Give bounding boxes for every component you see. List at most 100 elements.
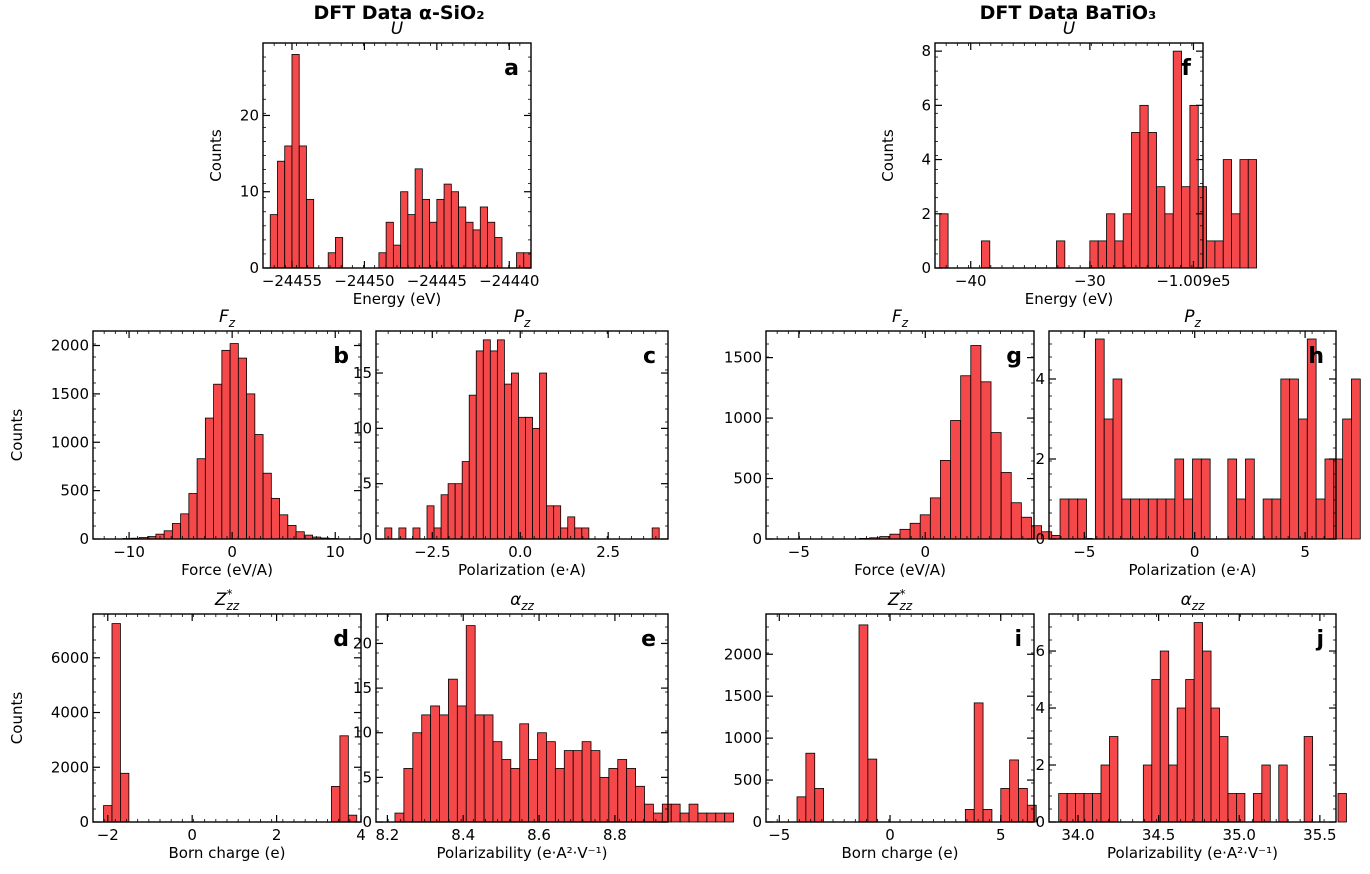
y-tick-label: 0 [752, 813, 762, 831]
histogram-bar [539, 372, 548, 540]
x-tick-label: 8.4 [451, 826, 475, 844]
histogram-bar [1303, 736, 1314, 823]
histogram-bar [1193, 622, 1203, 823]
histogram-bar [1185, 679, 1195, 823]
histogram-bar [414, 168, 423, 269]
panel-letter: d [333, 627, 349, 652]
histogram-bar [1092, 793, 1102, 823]
histogram-bar [805, 752, 816, 823]
x-axis-label: Force (eV/A) [181, 561, 273, 579]
y-tick-label: 4 [1035, 370, 1045, 388]
histogram-bar [1068, 498, 1079, 540]
histogram-bar [487, 221, 496, 269]
histogram-bar [1020, 516, 1032, 540]
histogram-bar [412, 527, 421, 540]
panel-letter: b [333, 344, 349, 369]
histogram-bar [433, 527, 442, 540]
y-tick-label: 0 [752, 530, 762, 548]
y-tick-label: 4000 [51, 704, 89, 722]
histogram-bar [461, 461, 470, 540]
y-tick-label: 15 [353, 679, 372, 697]
x-tick-label: −24445 [407, 272, 467, 290]
histogram-bar [429, 221, 438, 269]
histogram-panel-a: −24455 −24450 −24445 −24440 0 10 20 Energy (eV)… [207, 19, 539, 308]
histogram-bar [554, 768, 565, 823]
histogram-bar [1324, 458, 1335, 540]
histogram-bar [398, 527, 407, 540]
histogram-panel-d: −2 0 2 4 0 2000 4000 6000 Born charge (e) Counts Z… [8, 587, 366, 862]
histogram-panel-f: −40 −30 −1.009e5 0 2 4 6 8 Energy (eV) Counts Uf [879, 19, 1257, 308]
y-tick-label: 4 [921, 151, 931, 169]
histogram-bar [430, 705, 440, 823]
x-tick-label: −10 [113, 543, 145, 561]
histogram-bar [1289, 378, 1299, 540]
histogram-bar [525, 416, 533, 540]
histogram-bar [626, 768, 636, 823]
histogram-bar [973, 702, 984, 823]
y-tick-label: 10 [353, 724, 372, 742]
histogram-bar [1156, 498, 1167, 540]
histogram-bar [617, 759, 628, 823]
panel-letter: f [1181, 56, 1191, 81]
histogram-bar [724, 812, 735, 823]
y-tick-label: 5 [362, 768, 372, 786]
histogram-bar [1236, 498, 1246, 540]
histogram-bar [1192, 458, 1202, 540]
panel-title: Z* zz [214, 587, 240, 613]
histogram-bar [1206, 240, 1216, 269]
histogram-bar [501, 759, 512, 823]
x-tick-label: −24455 [262, 272, 322, 290]
histogram-bar [1245, 458, 1255, 540]
histogram-panel-g: −5 0 0 500 1000 1500 Force (eV/A) Fz g [724, 307, 1093, 579]
histogram-bar [221, 349, 231, 540]
histogram-bar [335, 237, 344, 269]
histogram-bar [403, 768, 414, 823]
panel-letter: e [641, 627, 656, 652]
histogram-bar [679, 812, 690, 823]
y-tick-label: 2000 [51, 337, 89, 355]
histogram-bar [458, 206, 467, 269]
histogram-bar [1219, 736, 1229, 823]
histogram-bar [814, 788, 824, 823]
histogram-bar [482, 339, 491, 540]
histogram-bar [1130, 498, 1140, 540]
histogram-bar [1122, 213, 1132, 269]
panel-title: Pz [1184, 307, 1201, 330]
x-axis-label: Energy (eV) [1025, 290, 1113, 308]
x-tick-label: 5 [996, 826, 1006, 844]
x-axis-label: Born charge (e) [169, 844, 286, 862]
x-tick-label: 8.6 [527, 826, 551, 844]
histogram-bar [465, 221, 474, 269]
x-tick-label: −2.5 [414, 543, 450, 561]
x-tick-label: 5 [1300, 543, 1310, 561]
histogram-bar [229, 343, 239, 540]
histogram-bar [254, 434, 264, 540]
histogram-bar [1168, 764, 1178, 823]
histogram-bar [950, 420, 962, 540]
histogram-bar [454, 483, 463, 540]
histogram-bar [298, 145, 307, 269]
histogram-bar [1342, 418, 1352, 540]
y-tick-label: 10 [353, 419, 372, 437]
y-axis-label: Counts [8, 692, 26, 745]
histogram-bar [1164, 213, 1174, 269]
histogram-bar [1100, 764, 1110, 823]
histogram-bar [581, 741, 592, 823]
histogram-bar [688, 803, 699, 823]
histogram-bar [447, 483, 456, 540]
histogram-bar [1114, 240, 1124, 269]
histogram-bar [456, 705, 467, 823]
y-axis-label: Counts [879, 129, 897, 182]
histogram-bar [981, 240, 991, 269]
panel-title: U [1063, 19, 1076, 39]
histogram-bar [1262, 498, 1273, 540]
histogram-bar [339, 735, 349, 823]
y-tick-label: 0 [79, 813, 89, 831]
histogram-bar [1337, 793, 1347, 823]
histogram-bar [465, 625, 476, 823]
histogram-bar [378, 252, 387, 269]
y-tick-label: 15 [353, 364, 372, 382]
histogram-bar [1075, 793, 1085, 823]
histogram-bar [1156, 186, 1166, 269]
histogram-bar [1097, 240, 1107, 269]
